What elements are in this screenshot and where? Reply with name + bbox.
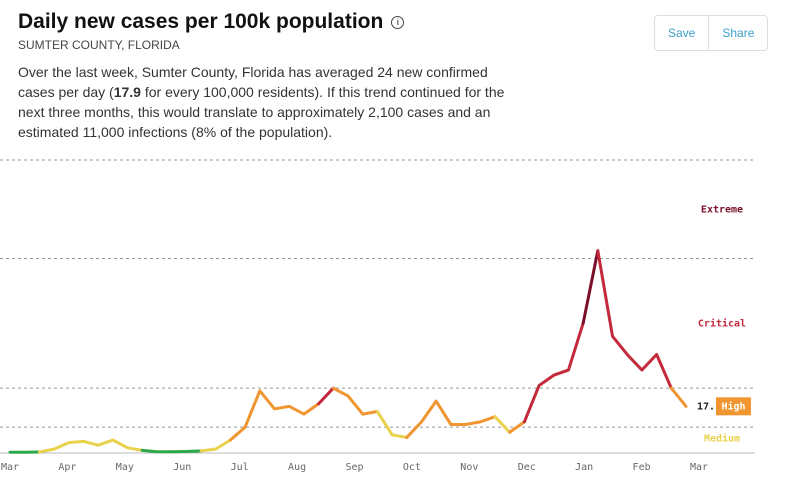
line-segment xyxy=(522,321,585,424)
x-tick-label: Sep xyxy=(345,462,363,473)
subtitle: SUMTER COUNTY, FLORIDA xyxy=(18,38,180,52)
level-label: Medium xyxy=(704,433,740,445)
summary-text: for every 100,000 residents). If this tr… xyxy=(18,84,505,140)
level-badge xyxy=(716,397,751,416)
x-tick-label: Apr xyxy=(58,462,76,473)
line-segment xyxy=(317,386,335,406)
line-segment xyxy=(596,249,673,390)
title-block: Daily new cases per 100k population i xyxy=(18,10,405,34)
line-segment xyxy=(508,420,526,434)
x-tick-label: Aug xyxy=(288,462,306,473)
line-segment xyxy=(37,438,144,454)
line-segment xyxy=(331,386,379,416)
line-segment xyxy=(140,448,203,454)
line-segment xyxy=(405,399,497,439)
current-value: 17. xyxy=(697,401,715,412)
x-tick-label: Jul xyxy=(231,462,249,473)
info-icon[interactable]: i xyxy=(391,16,405,29)
summary-highlight: 17.9 xyxy=(113,84,141,100)
x-tick-label: Mar xyxy=(1,462,19,473)
x-tick-label: Mar xyxy=(690,462,708,473)
line-segment xyxy=(669,386,688,408)
x-tick-label: Feb xyxy=(633,462,651,473)
x-tick-label: Nov xyxy=(460,462,478,473)
line-segment xyxy=(493,415,512,434)
line-segment xyxy=(199,438,232,453)
summary: Over the last week, Sumter County, Flori… xyxy=(18,62,528,142)
line-segment xyxy=(375,410,409,439)
x-tick-label: Jan xyxy=(575,462,593,473)
share-button[interactable]: Share xyxy=(708,16,767,50)
x-tick-label: Jun xyxy=(173,462,191,473)
x-tick-label: May xyxy=(116,462,134,473)
button-group: Save Share xyxy=(654,15,769,51)
save-button[interactable]: Save xyxy=(668,26,696,40)
level-label: High xyxy=(721,400,745,412)
x-tick-label: Oct xyxy=(403,462,421,473)
level-label: Extreme xyxy=(701,204,743,215)
summary-text: Over the last week, Sumter County, Flori… xyxy=(18,64,488,100)
level-label: Critical xyxy=(698,317,746,329)
x-tick-label: Dec xyxy=(518,462,536,473)
line-segment xyxy=(228,389,321,442)
chart-title: Daily new cases per 100k population xyxy=(18,10,384,33)
line-segment xyxy=(581,249,600,325)
